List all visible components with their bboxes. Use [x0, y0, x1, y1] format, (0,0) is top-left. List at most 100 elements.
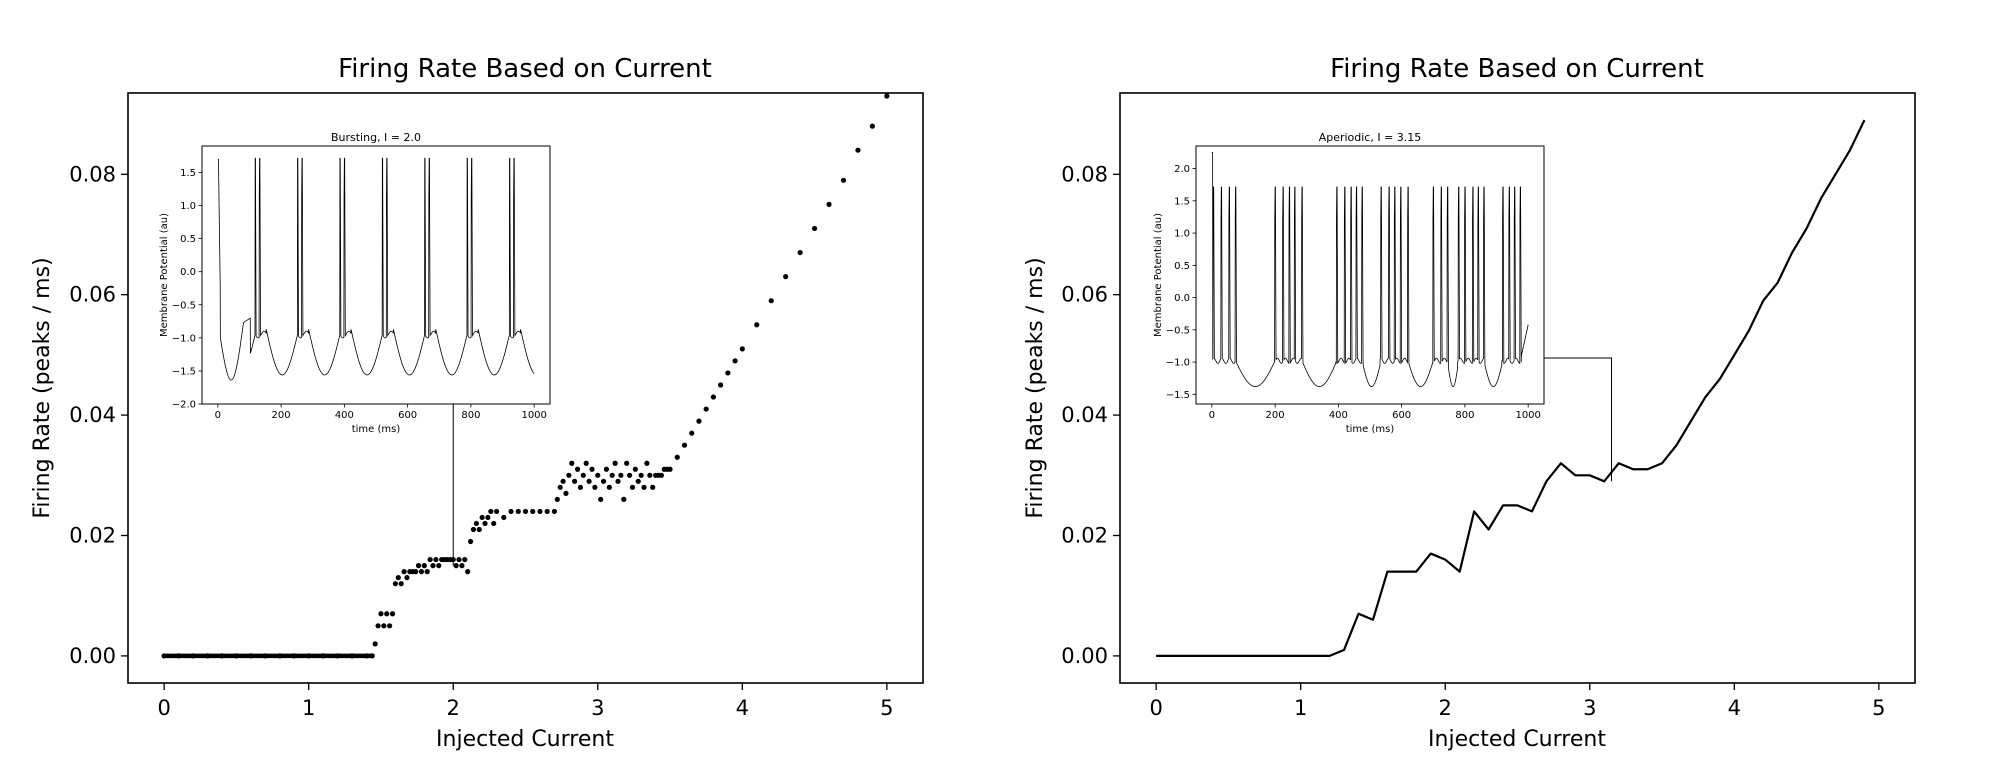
data-point [462, 556, 468, 563]
data-point [456, 556, 462, 563]
data-point [768, 298, 774, 304]
x-tick-label: 200 [1266, 410, 1285, 421]
data-point [595, 472, 601, 478]
data-point [563, 490, 569, 496]
data-point [618, 472, 624, 478]
data-point [560, 478, 566, 484]
data-point [589, 466, 595, 472]
x-tick-label: 1 [1294, 696, 1307, 720]
data-point [569, 460, 575, 466]
data-point [453, 563, 459, 569]
chart-1-axes-frame [127, 92, 924, 684]
y-tick-label: 0.0 [1174, 293, 1190, 304]
data-point [467, 538, 474, 545]
chart-2-annotation-connector [1544, 357, 1612, 482]
data-point [840, 177, 847, 183]
data-point [387, 623, 393, 629]
data-point [710, 394, 717, 400]
data-point [375, 623, 381, 629]
y-tick-label: 0.08 [1061, 162, 1108, 186]
data-point [641, 484, 647, 490]
data-point [395, 575, 401, 581]
y-tick-label: 2.0 [1174, 164, 1190, 175]
data-point [621, 496, 627, 502]
data-point [884, 93, 890, 99]
data-point [615, 478, 621, 484]
chart-2-ticks: 0 1 2 3 4 50.000.020.040.060.08 [1061, 162, 1885, 720]
data-point [739, 346, 745, 352]
data-point [718, 382, 724, 388]
data-point [493, 508, 500, 515]
chart-2-axes-frame [1119, 92, 1916, 684]
data-point [537, 508, 543, 515]
data-point [592, 484, 598, 490]
x-tick-label: 4 [1728, 696, 1741, 720]
y-tick-label: −0.5 [1166, 325, 1190, 336]
y-tick-label: 0.5 [180, 234, 196, 245]
y-tick-label: 0.04 [69, 403, 116, 427]
chart-2-inset-trace [1211, 152, 1529, 387]
data-point [681, 442, 688, 448]
data-point [544, 508, 550, 515]
data-point [632, 466, 638, 472]
data-point [501, 514, 507, 521]
data-point [404, 575, 410, 581]
chart-2-inset-x-axis-label: time (ms) [1346, 424, 1395, 435]
x-tick-label: 5 [880, 696, 893, 720]
data-point [421, 563, 427, 569]
x-tick-label: 800 [1455, 410, 1474, 421]
data-point [515, 508, 521, 515]
data-point [430, 563, 436, 569]
data-point [783, 274, 789, 280]
chart-2-inset-frame [1195, 145, 1545, 405]
data-point [479, 514, 485, 521]
chart-2-inset-title: Aperiodic, I = 3.15 [1319, 131, 1422, 144]
chart-2-x-axis-label: Injected Current [1428, 727, 1606, 752]
data-point [424, 569, 430, 575]
y-tick-label: 1.5 [180, 168, 196, 179]
data-point [381, 623, 387, 629]
data-point [650, 484, 656, 490]
x-tick-label: 600 [398, 410, 417, 421]
data-point [433, 556, 439, 563]
y-tick-label: 0.06 [1061, 283, 1108, 307]
chart-1-inset: Bursting, I = 2.0 0 200 400 600 800 1000 −2.0 −… [159, 131, 551, 435]
data-point [797, 249, 803, 256]
y-tick-label: 0.04 [1061, 403, 1108, 427]
chart-1-inset-y-axis-label: Membrane Potential (au) [159, 213, 170, 337]
data-point [392, 581, 399, 587]
x-tick-label: 200 [272, 410, 291, 421]
chart-2: Firing Rate Based on Current 0 1 2 3 4 50.000… [1023, 54, 1916, 752]
data-point [398, 581, 404, 587]
data-point [413, 569, 419, 575]
data-point [551, 508, 558, 515]
data-point [869, 123, 876, 129]
data-point [566, 472, 572, 478]
data-point [725, 370, 731, 376]
data-point [629, 484, 636, 490]
y-tick-label: 0.02 [1061, 524, 1108, 548]
data-point [401, 569, 407, 575]
data-point [488, 508, 494, 515]
data-point [667, 466, 673, 472]
y-tick-label: 0.0 [180, 267, 196, 278]
data-point [696, 418, 702, 424]
data-point [603, 466, 610, 472]
data-point [378, 611, 384, 617]
data-point [482, 520, 488, 527]
x-tick-label: 3 [591, 696, 604, 720]
x-tick-label: 3 [1583, 696, 1596, 720]
x-tick-label: 400 [335, 410, 354, 421]
data-point [732, 358, 738, 364]
y-tick-label: 0.02 [69, 524, 116, 548]
data-point [491, 520, 497, 527]
y-tick-label: −1.0 [172, 333, 196, 344]
data-point [554, 496, 560, 502]
data-point [855, 147, 861, 153]
chart-1: Firing Rate Based on Current 0 1 2 3 4 50.000… [30, 54, 924, 752]
data-point [826, 201, 832, 207]
data-point [418, 569, 425, 575]
x-tick-label: 0 [1209, 410, 1215, 421]
chart-1-inset-x-axis-label: time (ms) [352, 424, 401, 435]
